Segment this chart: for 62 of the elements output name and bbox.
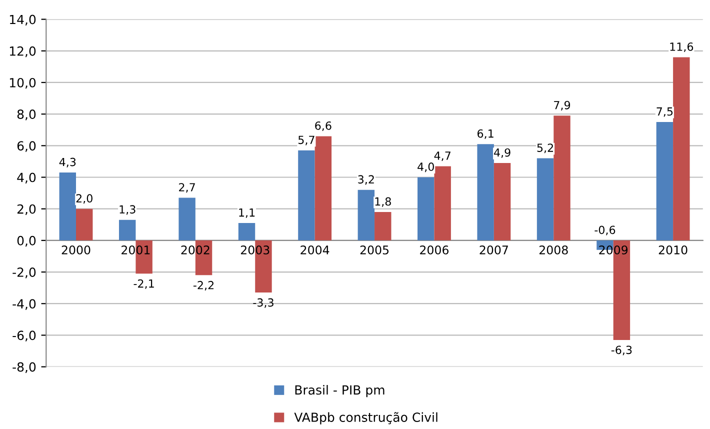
bar — [374, 212, 392, 240]
data-label: 5,2 — [537, 144, 554, 154]
data-label: 4,7 — [434, 152, 450, 162]
bar — [554, 116, 570, 240]
data-label: -2,2 — [193, 280, 214, 290]
y-tick-label: -4,0 — [12, 299, 36, 310]
x-tick-label: 2010 — [658, 246, 688, 254]
data-label: 2,7 — [179, 183, 195, 193]
y-tick-label: 6,0 — [17, 141, 36, 152]
x-tick-label: 2004 — [300, 246, 330, 254]
data-label: 1,1 — [239, 208, 255, 218]
bar — [656, 122, 674, 240]
bar — [314, 136, 332, 240]
bar — [418, 177, 434, 240]
y-tick-label: -6,0 — [12, 330, 36, 342]
bar — [298, 150, 315, 240]
data-label: 3,2 — [358, 175, 374, 185]
data-label: 11,6 — [670, 42, 694, 52]
data-label: 4,9 — [494, 148, 510, 158]
y-tick-label: -8,0 — [12, 362, 36, 373]
data-label: -2,1 — [134, 279, 154, 289]
bar — [494, 163, 511, 240]
data-label: -3,3 — [253, 298, 274, 308]
bar — [76, 208, 93, 240]
y-tick-label: 2,0 — [17, 204, 36, 216]
x-tick-label: 2006 — [420, 246, 449, 254]
y-tick-label: 12,0 — [10, 46, 36, 58]
x-tick-label: 2005 — [360, 246, 389, 254]
x-tick-label: 2001 — [122, 246, 150, 254]
bar — [536, 158, 554, 240]
bar — [358, 190, 375, 240]
bar — [434, 166, 451, 240]
data-label: -6,3 — [611, 346, 632, 356]
data-label: 4,0 — [418, 162, 434, 172]
y-tick-label: 0,0 — [17, 236, 36, 247]
bar — [118, 220, 136, 240]
data-label: 4,3 — [59, 158, 76, 168]
bar — [59, 172, 76, 240]
x-tick-label: 2009 — [599, 246, 628, 254]
y-tick-label: 14,0 — [10, 14, 36, 26]
data-label: 7,9 — [554, 100, 570, 110]
data-label: 1,8 — [375, 197, 391, 207]
x-tick-label: 2007 — [480, 246, 508, 254]
data-label: 1,3 — [120, 205, 136, 215]
x-tick-label: 2000 — [62, 246, 90, 254]
y-tick-label: 8,0 — [17, 110, 36, 120]
legend-label: VABpb construção Civil — [294, 412, 438, 424]
y-tick-label: 4,0 — [17, 172, 36, 184]
data-label: 2,0 — [76, 194, 92, 204]
bar — [673, 57, 690, 240]
y-tick-label: -2,0 — [12, 267, 36, 278]
data-label: 6,1 — [478, 129, 494, 139]
legend-label: Brasil - PIB pm — [295, 384, 384, 398]
x-tick-label: 2008 — [539, 246, 568, 254]
y-tick-label: 10,0 — [10, 78, 36, 89]
bar — [477, 144, 494, 240]
bar — [178, 198, 196, 240]
data-label: 7,5 — [656, 107, 673, 117]
bar — [238, 223, 256, 240]
data-label: 5,7 — [298, 136, 314, 146]
data-label: -0,6 — [594, 226, 616, 236]
data-label: 6,6 — [315, 121, 332, 131]
